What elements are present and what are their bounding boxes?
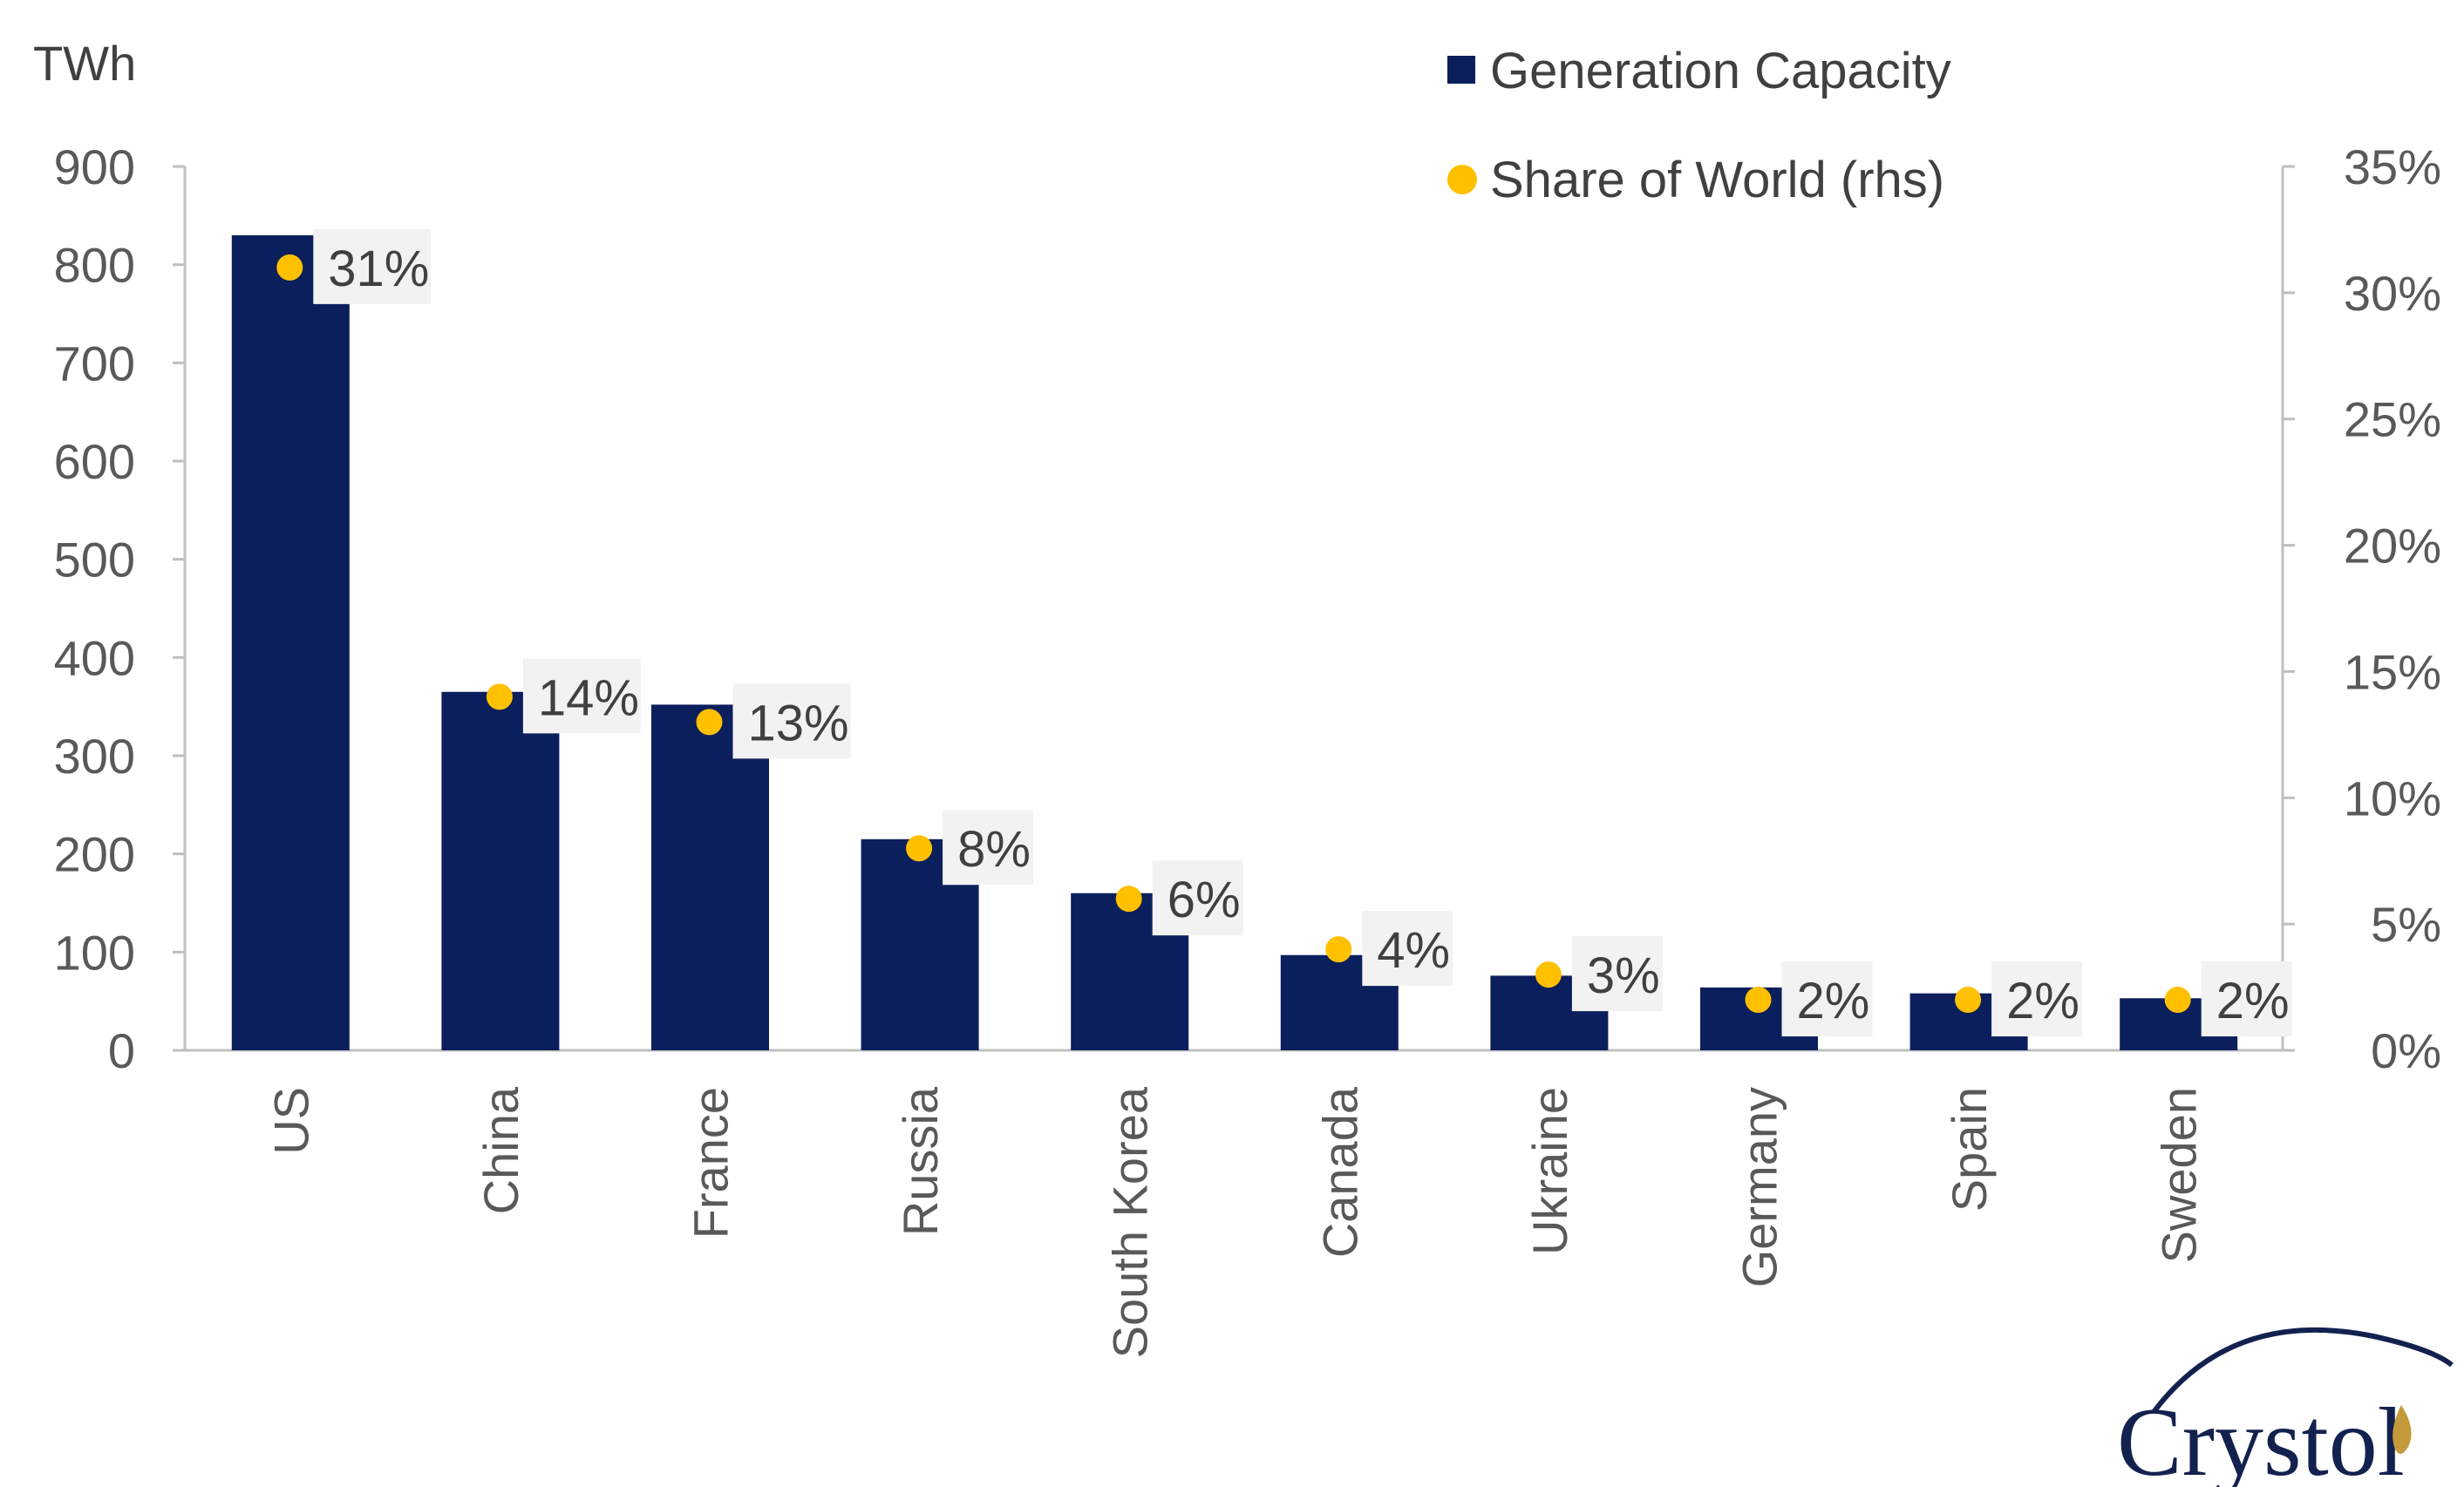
data-label: 4% [1377, 922, 1450, 979]
x-tick-label: US [263, 1087, 318, 1155]
share-point [1955, 987, 1982, 1014]
oil-drop-icon [2393, 1405, 2412, 1454]
share-point [2164, 987, 2191, 1014]
data-label: 3% [1587, 947, 1660, 1004]
x-tick-label: Canada [1312, 1086, 1367, 1258]
y-tick-label: 100 [54, 925, 135, 980]
data-label-box [1571, 936, 1663, 1012]
data-label-box [943, 810, 1034, 886]
share-point [1325, 936, 1352, 963]
legend-label-generation-capacity: Generation Capacity [1490, 43, 1951, 99]
data-label: 31% [328, 241, 429, 297]
y2-tick-label: 30% [2344, 266, 2441, 321]
share-point [486, 683, 513, 710]
y2-tick-label: 0% [2371, 1023, 2441, 1078]
legend-label-share-of-world: Share of World (rhs) [1490, 152, 1944, 208]
legend: Generation Capacity Share of World (rhs) [1447, 43, 1951, 208]
legend-marker-share-of-world [1447, 165, 1477, 194]
axes: 0 100 200 300 400 500 600 700 800 900 0% 5% 10% 15% 20… [33, 36, 2441, 1358]
x-tick-label: Russia [893, 1086, 948, 1236]
x-tick-label: China [473, 1086, 528, 1214]
data-label-box [732, 683, 851, 759]
data-label-box [2201, 961, 2292, 1037]
data-label-box [1152, 860, 1243, 936]
data-label-box [1362, 911, 1453, 987]
data-label: 13% [748, 695, 849, 751]
y-tick-label: 900 [54, 139, 135, 194]
logo-wordmark: Crystol [2117, 1389, 2405, 1487]
y-tick-label: 400 [54, 630, 135, 685]
bar-france [651, 704, 769, 1050]
x-tick-label: France [684, 1087, 739, 1239]
data-label-box [1781, 961, 1873, 1037]
data-label: 2% [1797, 973, 1870, 1029]
x-tick-label: Germany [1732, 1087, 1787, 1287]
bar-china [441, 691, 560, 1050]
share-point [1115, 886, 1142, 913]
crystol-logo: Crystol [2117, 1327, 2454, 1487]
y-tick-label: 0 [108, 1023, 135, 1078]
share-point [1745, 987, 1772, 1014]
legend-swatch-generation-capacity [1447, 56, 1475, 84]
share-point [906, 835, 933, 862]
share-point [1535, 961, 1562, 988]
share-point [276, 254, 303, 281]
data-label-box [313, 228, 432, 304]
x-tick-label: Spain [1942, 1087, 1997, 1212]
data-label: 14% [538, 669, 639, 726]
y2-tick-label: 5% [2371, 897, 2441, 952]
y-tick-label: 800 [54, 238, 135, 293]
y2-tick-label: 15% [2344, 644, 2441, 699]
y2-tick-label: 20% [2344, 519, 2441, 574]
x-tick-label: Ukraine [1522, 1087, 1577, 1255]
y-axis-unit-label: TWh [33, 36, 136, 91]
y2-tick-label: 10% [2344, 771, 2441, 825]
bar-us [231, 234, 350, 1050]
data-label: 2% [2216, 973, 2290, 1029]
data-label: 2% [2006, 973, 2079, 1029]
data-label-box [1991, 961, 2083, 1037]
y-tick-label: 300 [54, 729, 135, 784]
y-tick-label: 200 [54, 827, 135, 882]
y2-tick-label: 35% [2344, 139, 2441, 194]
data-label-box [522, 658, 641, 734]
y-tick-label: 700 [54, 336, 135, 390]
data-label: 8% [957, 821, 1031, 878]
data-label: 6% [1167, 872, 1241, 928]
y-tick-label: 500 [54, 533, 135, 587]
logo-swoosh [2151, 1327, 2454, 1414]
x-tick-label: South Korea [1103, 1086, 1158, 1358]
y-tick-label: 600 [54, 434, 135, 489]
share-series: 31% 14% 13% 8% 6% 4% 3% 2% 2% 2% [276, 228, 2292, 1037]
y2-tick-label: 25% [2344, 392, 2441, 447]
x-tick-label: Sweden [2152, 1087, 2207, 1263]
share-point [696, 709, 723, 736]
